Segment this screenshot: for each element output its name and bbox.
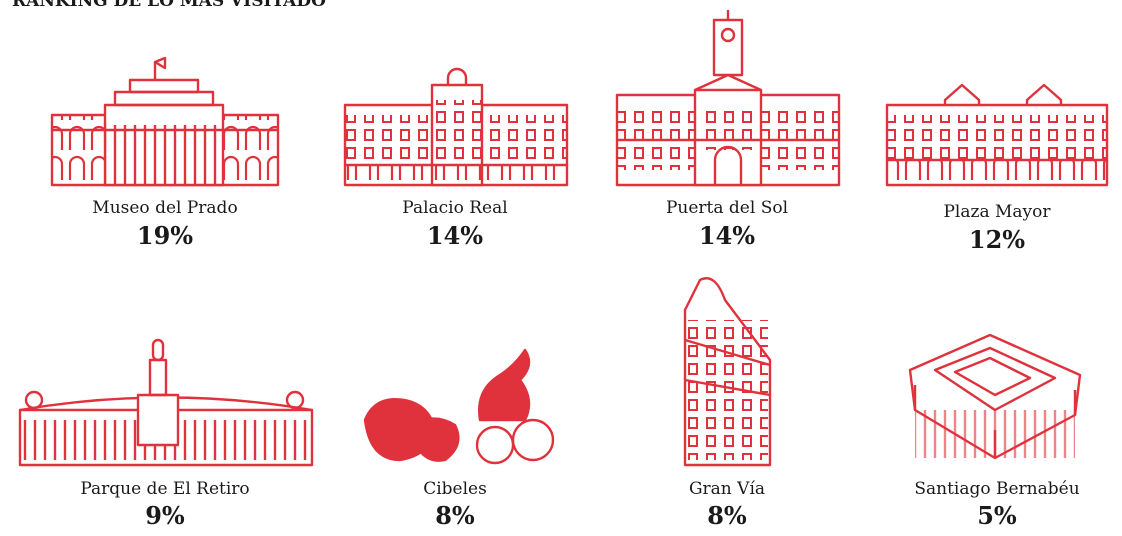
place-percent: 8% [435,501,475,530]
icon-cibeles [363,348,555,465]
icon-palacio-real [343,67,569,187]
place-name: Cibeles [423,479,487,499]
icon-bernabeu [908,333,1082,460]
title: RANKING DE LO MÁS VISITADO [12,0,326,11]
icon-puerta-del-sol [615,10,841,187]
place-percent: 5% [977,501,1017,530]
place-name: Santiago Bernabéu [914,479,1079,499]
place-percent: 9% [145,501,185,530]
icon-plaza-mayor [885,83,1109,187]
place-percent: 14% [427,221,483,250]
place-percent: 14% [699,221,755,250]
place-name: Plaza Mayor [943,202,1051,222]
place-name: Museo del Prado [92,198,237,218]
place-name: Parque de El Retiro [80,479,249,499]
labels: Museo del Prado 19% Palacio Real 14% Puerta … [80,198,1079,530]
place-name: Gran Vía [689,479,765,499]
place-percent: 12% [969,225,1025,254]
place-percent: 19% [137,221,193,250]
place-name: Puerta del Sol [666,198,788,218]
icon-museo-del-prado [50,56,280,187]
icon-gran-via [683,277,772,467]
place-percent: 8% [707,501,747,530]
icon-parque-retiro [18,338,314,467]
place-name: Palacio Real [402,198,507,218]
